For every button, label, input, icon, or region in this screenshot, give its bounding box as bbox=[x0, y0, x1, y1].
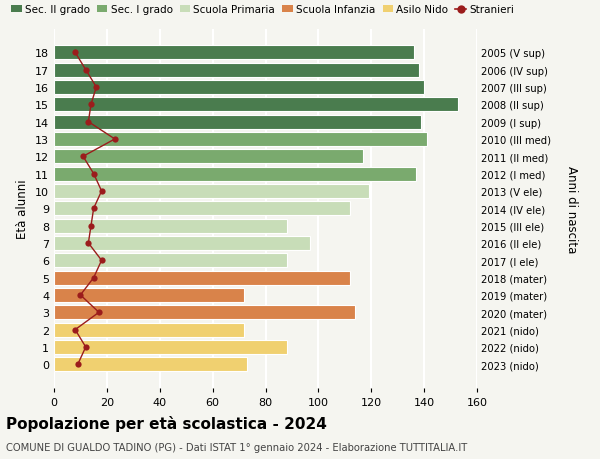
Bar bbox=[54, 46, 413, 60]
Bar bbox=[54, 167, 416, 181]
Bar bbox=[54, 323, 244, 337]
Bar bbox=[54, 150, 364, 164]
Bar bbox=[54, 340, 287, 354]
Legend: Sec. II grado, Sec. I grado, Scuola Primaria, Scuola Infanzia, Asilo Nido, Stran: Sec. II grado, Sec. I grado, Scuola Prim… bbox=[11, 5, 514, 15]
Bar bbox=[54, 254, 287, 268]
Bar bbox=[54, 288, 244, 302]
Bar bbox=[54, 202, 350, 216]
Bar bbox=[54, 115, 421, 129]
Bar bbox=[54, 133, 427, 147]
Bar bbox=[54, 219, 287, 233]
Text: Popolazione per età scolastica - 2024: Popolazione per età scolastica - 2024 bbox=[6, 415, 327, 431]
Bar bbox=[54, 185, 368, 199]
Bar bbox=[54, 306, 355, 320]
Text: COMUNE DI GUALDO TADINO (PG) - Dati ISTAT 1° gennaio 2024 - Elaborazione TUTTITA: COMUNE DI GUALDO TADINO (PG) - Dati ISTA… bbox=[6, 442, 467, 452]
Bar bbox=[54, 81, 424, 95]
Bar bbox=[54, 358, 247, 372]
Bar bbox=[54, 63, 419, 78]
Y-axis label: Anni di nascita: Anni di nascita bbox=[565, 165, 578, 252]
Bar bbox=[54, 236, 310, 251]
Bar bbox=[54, 98, 458, 112]
Bar bbox=[54, 271, 350, 285]
Y-axis label: Età alunni: Età alunni bbox=[16, 179, 29, 239]
